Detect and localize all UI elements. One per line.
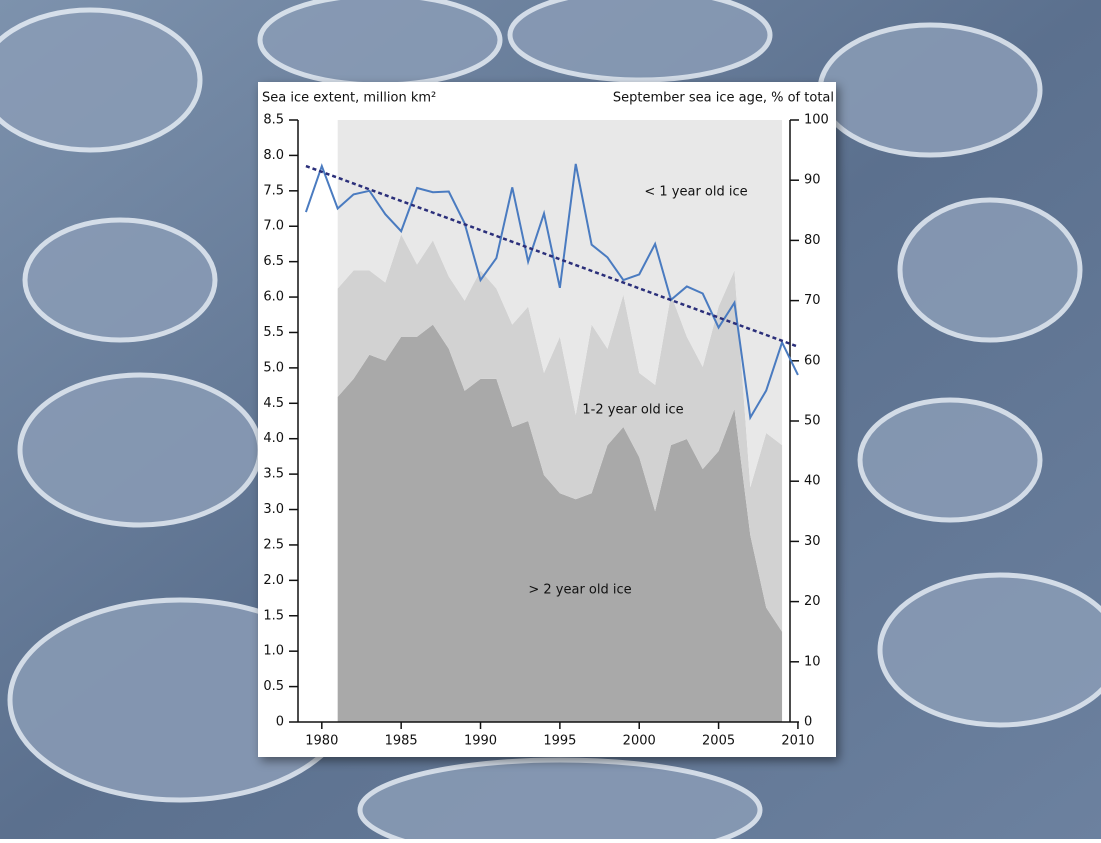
- area-label: 1-2 year old ice: [582, 403, 683, 418]
- area: [337, 324, 783, 722]
- y2-tick-label: 30: [804, 534, 821, 549]
- x-tick-label: 2005: [702, 734, 735, 749]
- x-tick-label: 1980: [305, 734, 338, 749]
- y-tick-label: 8.0: [263, 148, 284, 163]
- x-tick-label: 1985: [385, 734, 418, 749]
- y-tick-label: 5.5: [263, 325, 284, 340]
- y2-tick-label: 90: [804, 173, 821, 188]
- y2-tick-label: 80: [804, 233, 821, 248]
- x-tick-label: 1995: [543, 734, 576, 749]
- plot: > 2 year old ice 1-2 year old ice < 1 year…: [263, 113, 829, 749]
- y2-tick-label: 0: [804, 715, 812, 730]
- y-tick-label: 0: [276, 715, 284, 730]
- y-tick-label: 6.0: [263, 290, 284, 305]
- y2-tick-label: 20: [804, 594, 821, 609]
- y-axis-title: Sea ice extent, million km²: [262, 91, 436, 106]
- area-label: < 1 year old ice: [644, 185, 747, 200]
- y2-axis-title: September sea ice age, % of total: [613, 91, 834, 106]
- y2-tick-label: 100: [804, 113, 829, 128]
- y-tick-label: 3.0: [263, 502, 284, 517]
- y-tick-label: 0.5: [263, 679, 284, 694]
- y-tick-label: 1.0: [263, 644, 284, 659]
- y2-tick-label: 60: [804, 353, 821, 368]
- y-tick-label: 3.5: [263, 467, 284, 482]
- y-tick-label: 6.5: [263, 254, 284, 269]
- x-tick-label: 2010: [781, 734, 814, 749]
- y2-tick-label: 50: [804, 414, 821, 429]
- y2-tick-label: 70: [804, 293, 821, 308]
- y-tick-label: 7.5: [263, 183, 284, 198]
- x-tick-label: 2000: [623, 734, 656, 749]
- area: [337, 234, 783, 632]
- y-tick-label: 2.5: [263, 537, 284, 552]
- y-tick-label: 8.5: [263, 113, 284, 128]
- y-tick-label: 4.0: [263, 431, 284, 446]
- y-tick-label: 7.0: [263, 219, 284, 234]
- area: [337, 120, 783, 488]
- y-tick-label: 2.0: [263, 573, 284, 588]
- y-tick-label: 5.0: [263, 360, 284, 375]
- y2-tick-label: 10: [804, 654, 821, 669]
- y2-tick-label: 40: [804, 474, 821, 489]
- data-line: [304, 163, 799, 421]
- y-tick-label: 1.5: [263, 608, 284, 623]
- area-label: > 2 year old ice: [528, 583, 631, 598]
- trend-line: [305, 164, 799, 348]
- x-tick-label: 1990: [464, 734, 497, 749]
- y-tick-label: 4.5: [263, 396, 284, 411]
